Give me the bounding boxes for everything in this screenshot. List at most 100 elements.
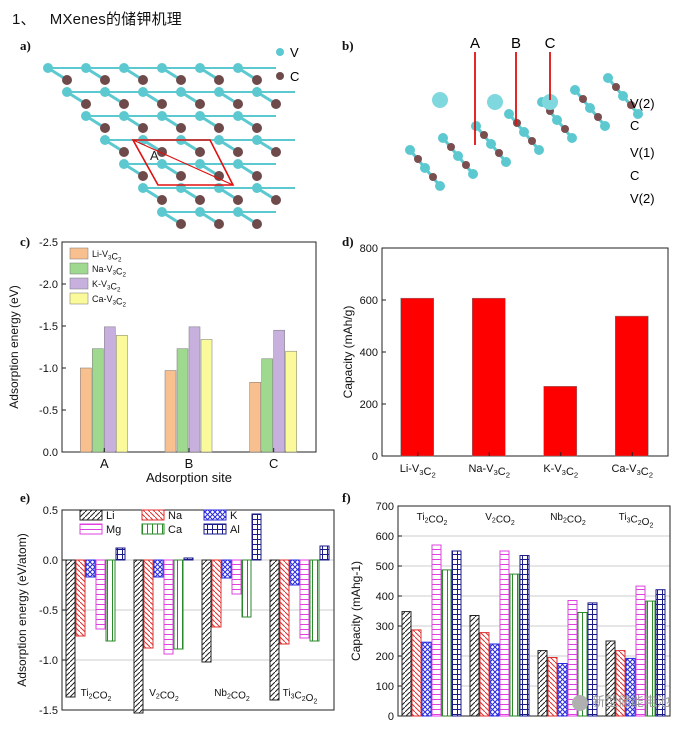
panel-label-e: e) [20,490,31,505]
c-atom [176,75,186,85]
v-atom-middle [420,163,430,173]
y-tick-label: -1.0 [39,655,58,667]
legend-label: Al [230,524,240,536]
c-atom [195,99,205,109]
panel-b-structure: A B C V(2) C V(1) C V(2) [405,35,655,206]
bar-li [65,559,76,698]
legend-swatch [69,292,89,305]
v-atom-bottom [501,157,511,167]
bar-na [279,559,290,645]
v-atom-bottom [600,121,610,131]
v-atom [157,159,167,169]
c-atom [138,75,148,85]
legend-swatch [69,262,89,275]
bar-al [451,550,462,717]
bar-k [221,559,232,579]
category-label: Ti3C2O2 [283,688,318,706]
legend-label: Li-V3C2 [92,249,122,264]
c-atom [176,171,186,181]
layer-label-1: V(2) [630,96,655,111]
v-atom [195,159,205,169]
v-atom [233,207,243,217]
site-a-label: A [470,35,480,52]
bar-al [655,589,666,717]
category-label: Ti2CO2 [81,688,112,703]
bar-ca [441,569,452,717]
c-atom [157,99,167,109]
c-atom [271,195,281,205]
x-tick-label: A [100,456,109,471]
watermark: 新型储能电池 [571,691,670,711]
site-b-label: B [511,35,521,52]
bar-na [411,629,422,717]
legend-v-dot [276,48,284,56]
c-atom [157,195,167,205]
panel-label-c: c) [20,234,31,249]
bar-na [143,559,154,649]
bar-mg [231,559,242,595]
c-atom [528,137,536,145]
y-axis-label: Capacity (mAh/g) [341,306,355,399]
y-tick-label: -1.5 [39,705,58,717]
c-atom [495,149,503,157]
bar-li [469,615,480,717]
c-atom [100,123,110,133]
v-atom [195,111,205,121]
c-atom [195,195,205,205]
category-label: V2CO2 [485,512,515,527]
bar-mg [635,585,646,717]
layer-label-4: C [630,168,639,183]
legend-v-label: V [290,45,299,60]
c-atom [233,195,243,205]
bar-al [251,513,262,561]
c-atom [195,147,205,157]
legend-label: Ca-V3C2 [92,294,127,309]
panel-label-d: d) [342,234,354,249]
bar-li [201,559,212,663]
adsorbate-atom [487,94,503,110]
chart-f-capacity: 0 100 200 300 400 500 600 700 Capacity (mAhg-1) T… [349,501,671,723]
bar-al [115,547,126,561]
bar-mg [163,559,174,655]
v-atom [119,63,129,73]
bar-ca [241,559,252,618]
v-atom-middle [585,103,595,113]
v-atom [100,135,110,145]
v-atom [157,111,167,121]
bar-k [289,559,300,586]
c-atom [612,83,620,91]
y-axis-label: Adsorption energy (eV/atom) [15,533,29,686]
bar-ca-v3c2 [200,339,213,453]
panel-label-a: a) [20,38,31,53]
bar-li [133,559,144,714]
bar-k [85,559,96,578]
v-atom [252,87,262,97]
bar-k [625,657,636,717]
legend-swatch [203,509,227,521]
adsorbate-atom [542,94,558,110]
c-atom [579,95,587,103]
category-label: Ti2CO2 [417,512,448,527]
v-atom [233,159,243,169]
bar-al [519,555,530,717]
v-atom [233,111,243,121]
bar-na [211,559,222,628]
bar-li-v3c2 [164,370,177,453]
y-tick-label: -2.5 [39,237,58,249]
v-atom [157,63,167,73]
bar-na [479,632,490,717]
bar-ca [309,559,320,642]
c-atom [100,75,110,85]
y-tick-label: 200 [376,651,394,663]
v-atom-bottom [633,109,643,119]
legend-swatch [69,247,89,260]
bar-ca [105,559,116,642]
y-tick-label: -1.5 [39,321,58,333]
c-atom [252,123,262,133]
bar-al [587,602,598,717]
bar-na [615,650,626,717]
c-atom [462,161,470,169]
bar-ca [577,612,588,717]
legend-swatch [141,509,165,521]
bar-k [489,643,500,717]
